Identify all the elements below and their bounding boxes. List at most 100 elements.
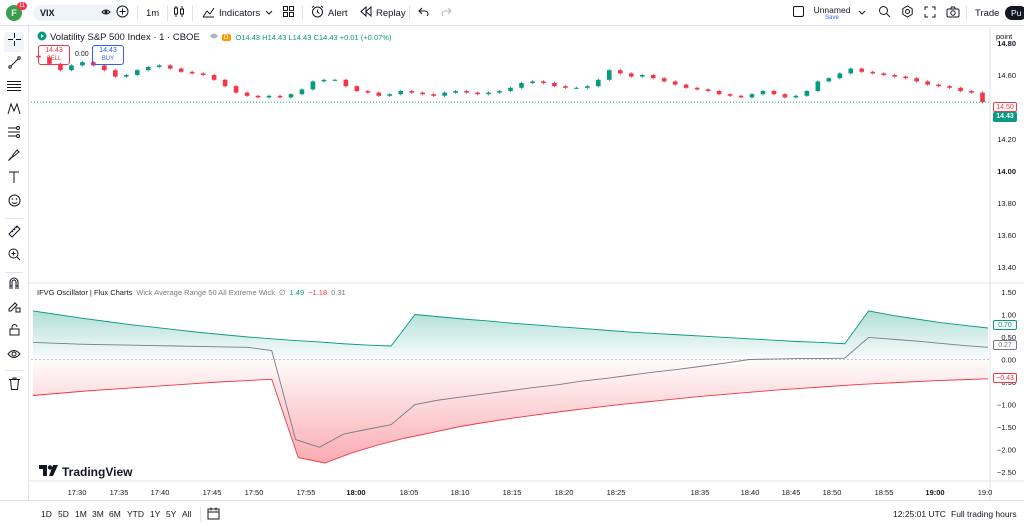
candle-body: [574, 87, 579, 89]
range-1m[interactable]: 1M: [75, 509, 87, 519]
text-tool[interactable]: [4, 170, 24, 190]
trend-line-tool[interactable]: [4, 55, 24, 75]
candle-body: [442, 92, 447, 96]
candle-body: [310, 81, 316, 90]
range-1y[interactable]: 1Y: [150, 509, 161, 519]
interval-button[interactable]: 1m: [146, 0, 159, 26]
pattern-tool[interactable]: [4, 101, 24, 121]
symbol-search[interactable]: VIX: [33, 0, 117, 26]
range-6m[interactable]: 6M: [109, 509, 121, 519]
chevron-down-icon: [265, 8, 273, 19]
candle-body: [431, 94, 436, 96]
range-ytd[interactable]: YTD: [127, 509, 144, 519]
magnet-tool[interactable]: [4, 276, 24, 296]
session-label[interactable]: Full trading hours: [951, 509, 1017, 519]
candle-body: [211, 75, 217, 80]
osc-tick-label: 0.50: [1001, 333, 1016, 342]
trade-button[interactable]: Trade: [975, 0, 999, 26]
chart-type-button[interactable]: [173, 0, 185, 26]
candle-body: [617, 70, 623, 74]
range-5y[interactable]: 5Y: [166, 509, 177, 519]
candle-body: [255, 95, 261, 98]
layout-checkbox[interactable]: [793, 0, 804, 26]
candle-body: [694, 87, 700, 90]
bottom-toolbar: 1D 5D 1M 3M 6M YTD 1Y 5Y All 12:25:01 UT…: [0, 500, 1024, 526]
zoom-in-tool[interactable]: [4, 247, 24, 267]
redo-button[interactable]: [441, 0, 452, 26]
range-3m[interactable]: 3M: [92, 509, 104, 519]
range-all[interactable]: All: [182, 509, 192, 519]
candle-body: [277, 95, 283, 98]
layout-name-button[interactable]: Unnamed Save: [813, 0, 851, 26]
keep-drawing-tool[interactable]: [4, 299, 24, 319]
add-symbol-button[interactable]: [116, 0, 129, 26]
undo-button[interactable]: [418, 0, 429, 26]
time-tick-label: 19:00: [925, 488, 944, 497]
publish-button[interactable]: Pu: [1005, 0, 1024, 26]
indicator-templates-button[interactable]: [265, 0, 273, 26]
alert-button[interactable]: Alert: [311, 0, 348, 26]
crosshair-icon: [7, 33, 21, 51]
candle-body: [58, 63, 63, 71]
range-5d[interactable]: 5D: [58, 509, 69, 519]
fib-tool[interactable]: [4, 78, 24, 98]
eye-icon: [7, 346, 21, 364]
range-1d[interactable]: 1D: [41, 509, 52, 519]
magnet-icon: [8, 277, 20, 295]
quick-search-button[interactable]: [878, 0, 891, 26]
pattern-icon: [7, 102, 21, 120]
buy-button[interactable]: 14.43 BUY: [92, 45, 124, 65]
fullscreen-button[interactable]: [924, 0, 936, 26]
price-axis-unit[interactable]: point: [996, 32, 1013, 41]
candle-body: [464, 91, 469, 93]
candle-body: [914, 78, 919, 82]
time-tick-label: 17:40: [151, 488, 170, 497]
crosshair-tool[interactable]: [4, 32, 24, 52]
indicators-button[interactable]: Indicators: [202, 0, 260, 26]
eye-icon[interactable]: [209, 32, 219, 42]
candle-body: [628, 73, 634, 77]
horizontal-lines-icon: [7, 79, 21, 97]
indicator-legend[interactable]: IFVG Oscillator | Flux Charts Wick Avera…: [37, 288, 346, 297]
last-price-badge: 14.43: [993, 112, 1017, 122]
sell-button[interactable]: 14.43 SELL: [38, 45, 70, 65]
osc-tick-label: −2.50: [997, 468, 1016, 477]
indicator-name: IFVG Oscillator | Flux Charts: [37, 288, 133, 297]
replay-button[interactable]: Replay: [360, 0, 406, 26]
time-tick-label: 18:15: [503, 488, 522, 497]
interval-label: 1m: [146, 7, 160, 19]
price-tick-label: 13.80: [997, 199, 1016, 208]
settings-button[interactable]: [901, 0, 914, 26]
symbol-legend[interactable]: Volatility S&P 500 Index · 1 · CBOE D O1…: [37, 31, 391, 43]
candle-body: [848, 68, 854, 74]
layouts-button[interactable]: [283, 0, 294, 26]
alert-label: Alert: [328, 7, 348, 19]
symbol-title: Volatility S&P 500 Index · 1 · CBOE: [50, 31, 200, 43]
tradingview-logo[interactable]: TradingView: [39, 463, 132, 481]
hide-drawings-tool[interactable]: [4, 345, 24, 365]
candle-body: [420, 92, 425, 95]
no-value-icon: ∅: [278, 288, 286, 297]
candle-body: [672, 81, 678, 85]
lock-icon: [9, 323, 20, 341]
icons-tool[interactable]: [4, 193, 24, 213]
market-open-icon: [37, 31, 47, 43]
alarm-clock-icon: [311, 5, 324, 21]
brush-icon: [7, 148, 21, 166]
measure-tool[interactable]: [4, 224, 24, 244]
goto-date-button[interactable]: [207, 507, 220, 522]
osc-tick-label: 1.00: [1001, 311, 1016, 320]
layout-menu-button[interactable]: [858, 0, 866, 26]
text-icon: [8, 171, 20, 189]
indicator-params: Wick Average Range 50 All Extreme Wick: [136, 288, 275, 297]
snapshot-button[interactable]: [946, 0, 960, 26]
pencil-lock-icon: [8, 300, 21, 318]
buy-label: BUY: [101, 56, 115, 62]
forecasting-tool[interactable]: [4, 124, 24, 144]
brush-tool[interactable]: [4, 147, 24, 167]
utc-clock[interactable]: 12:25:01 UTC: [893, 509, 946, 519]
remove-drawings-tool[interactable]: [4, 376, 24, 396]
lock-drawings-tool[interactable]: [4, 322, 24, 342]
candle-body: [705, 89, 711, 91]
